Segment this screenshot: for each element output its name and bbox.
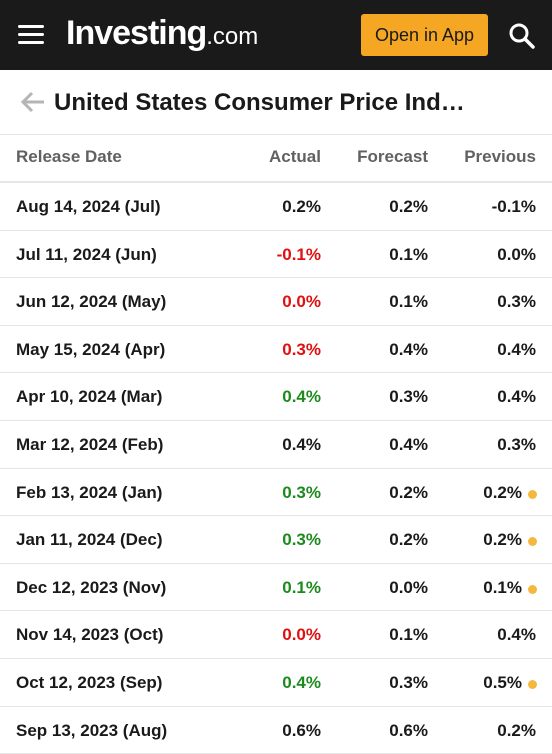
- forecast-value-cell: 0.4%: [389, 339, 428, 359]
- forecast-value-cell: 0.4%: [389, 434, 428, 454]
- forecast-value-cell: 0.3%: [389, 672, 428, 692]
- top-navigation-bar: Investing.com Open in App: [0, 0, 552, 70]
- table-row: Aug 14, 2024 (Jul) 0.2% 0.2% -0.1%: [0, 183, 552, 231]
- release-date-cell: Dec 12, 2023 (Nov): [16, 577, 167, 597]
- actual-value-cell: 0.4%: [282, 672, 321, 692]
- release-date-cell: Mar 12, 2024 (Feb): [16, 434, 164, 454]
- release-date-cell: Sep 13, 2023 (Aug): [16, 720, 168, 740]
- forecast-value-cell: 0.0%: [389, 577, 428, 597]
- actual-value-cell: 0.6%: [282, 720, 321, 740]
- hamburger-menu-icon[interactable]: [18, 25, 44, 45]
- forecast-value-cell: 0.2%: [389, 530, 428, 550]
- actual-value-cell: 0.0%: [282, 292, 321, 312]
- table-header: Release Date Actual Forecast Previous: [0, 135, 552, 183]
- open-in-app-button[interactable]: Open in App: [361, 14, 488, 56]
- previous-value-cell: 0.3%: [497, 292, 536, 312]
- column-header-actual: Actual: [269, 147, 321, 166]
- table-row: May 15, 2024 (Apr) 0.3% 0.4% 0.4%: [0, 326, 552, 374]
- back-arrow-icon[interactable]: [20, 90, 46, 114]
- forecast-value-cell: 0.3%: [389, 387, 428, 407]
- table-row: Oct 12, 2023 (Sep) 0.4% 0.3% 0.5%: [0, 659, 552, 707]
- page-title: United States Consumer Price Ind…: [54, 89, 465, 116]
- actual-value-cell: 0.0%: [282, 625, 321, 645]
- previous-value-cell: 0.0%: [497, 244, 536, 264]
- previous-value-cell: 0.2%: [497, 720, 536, 740]
- table-row: Jan 11, 2024 (Dec) 0.3% 0.2% 0.2%: [0, 516, 552, 564]
- page-title-bar: United States Consumer Price Ind…: [0, 70, 552, 135]
- table-row: Jul 11, 2024 (Jun) -0.1% 0.1% 0.0%: [0, 231, 552, 279]
- previous-value-cell: 0.5%: [483, 672, 522, 692]
- actual-value-cell: 0.3%: [282, 530, 321, 550]
- release-date-cell: Oct 12, 2023 (Sep): [16, 672, 163, 692]
- release-date-cell: Apr 10, 2024 (Mar): [16, 387, 163, 407]
- previous-value-cell: 0.4%: [497, 387, 536, 407]
- forecast-value-cell: 0.1%: [389, 625, 428, 645]
- actual-value-cell: 0.1%: [282, 577, 321, 597]
- revised-indicator-dot[interactable]: [528, 489, 537, 499]
- revised-indicator-dot[interactable]: [528, 679, 537, 689]
- previous-value-cell: 0.4%: [497, 339, 536, 359]
- release-date-cell: Jun 12, 2024 (May): [16, 292, 167, 312]
- release-date-cell: Jul 11, 2024 (Jun): [16, 244, 157, 264]
- column-header-release-date: Release Date: [16, 147, 122, 166]
- actual-value-cell: 0.4%: [282, 387, 321, 407]
- previous-value-cell: -0.1%: [491, 197, 536, 216]
- table-row: Feb 13, 2024 (Jan) 0.3% 0.2% 0.2%: [0, 469, 552, 517]
- table-row: Jun 12, 2024 (May) 0.0% 0.1% 0.3%: [0, 278, 552, 326]
- forecast-value-cell: 0.1%: [389, 244, 428, 264]
- release-date-cell: Feb 13, 2024 (Jan): [16, 482, 163, 502]
- logo-brand: Investing: [66, 14, 207, 52]
- actual-value-cell: -0.1%: [276, 244, 321, 264]
- investing-logo[interactable]: Investing.com: [66, 14, 258, 53]
- table-row: Apr 10, 2024 (Mar) 0.4% 0.3% 0.4%: [0, 373, 552, 421]
- column-header-forecast: Forecast: [357, 147, 428, 166]
- logo-tld: .com: [206, 23, 259, 50]
- table-body: Aug 14, 2024 (Jul) 0.2% 0.2% -0.1% Jul 11, 2…: [0, 183, 552, 754]
- revised-indicator-dot[interactable]: [528, 584, 537, 594]
- forecast-value-cell: 0.1%: [389, 292, 428, 312]
- actual-value-cell: 0.3%: [282, 339, 321, 359]
- actual-value-cell: 0.4%: [282, 434, 321, 454]
- column-header-previous: Previous: [464, 147, 536, 166]
- release-date-cell: Nov 14, 2023 (Oct): [16, 625, 164, 645]
- table-row: Dec 12, 2023 (Nov) 0.1% 0.0% 0.1%: [0, 564, 552, 612]
- previous-value-cell: 0.2%: [483, 530, 522, 550]
- forecast-value-cell: 0.2%: [389, 197, 428, 216]
- actual-value-cell: 0.3%: [282, 482, 321, 502]
- release-date-cell: Aug 14, 2024 (Jul): [16, 197, 161, 216]
- forecast-value-cell: 0.6%: [389, 720, 428, 740]
- forecast-value-cell: 0.2%: [389, 482, 428, 502]
- table-row: Mar 12, 2024 (Feb) 0.4% 0.4% 0.3%: [0, 421, 552, 469]
- table-row: Nov 14, 2023 (Oct) 0.0% 0.1% 0.4%: [0, 611, 552, 659]
- table-row: Sep 13, 2023 (Aug) 0.6% 0.6% 0.2%: [0, 707, 552, 754]
- previous-value-cell: 0.3%: [497, 434, 536, 454]
- previous-value-cell: 0.2%: [483, 482, 522, 502]
- release-date-cell: May 15, 2024 (Apr): [16, 339, 166, 359]
- release-date-cell: Jan 11, 2024 (Dec): [16, 530, 163, 550]
- previous-value-cell: 0.1%: [483, 577, 522, 597]
- search-icon[interactable]: [508, 22, 536, 50]
- previous-value-cell: 0.4%: [497, 625, 536, 645]
- revised-indicator-dot[interactable]: [528, 537, 537, 547]
- actual-value-cell: 0.2%: [282, 197, 321, 216]
